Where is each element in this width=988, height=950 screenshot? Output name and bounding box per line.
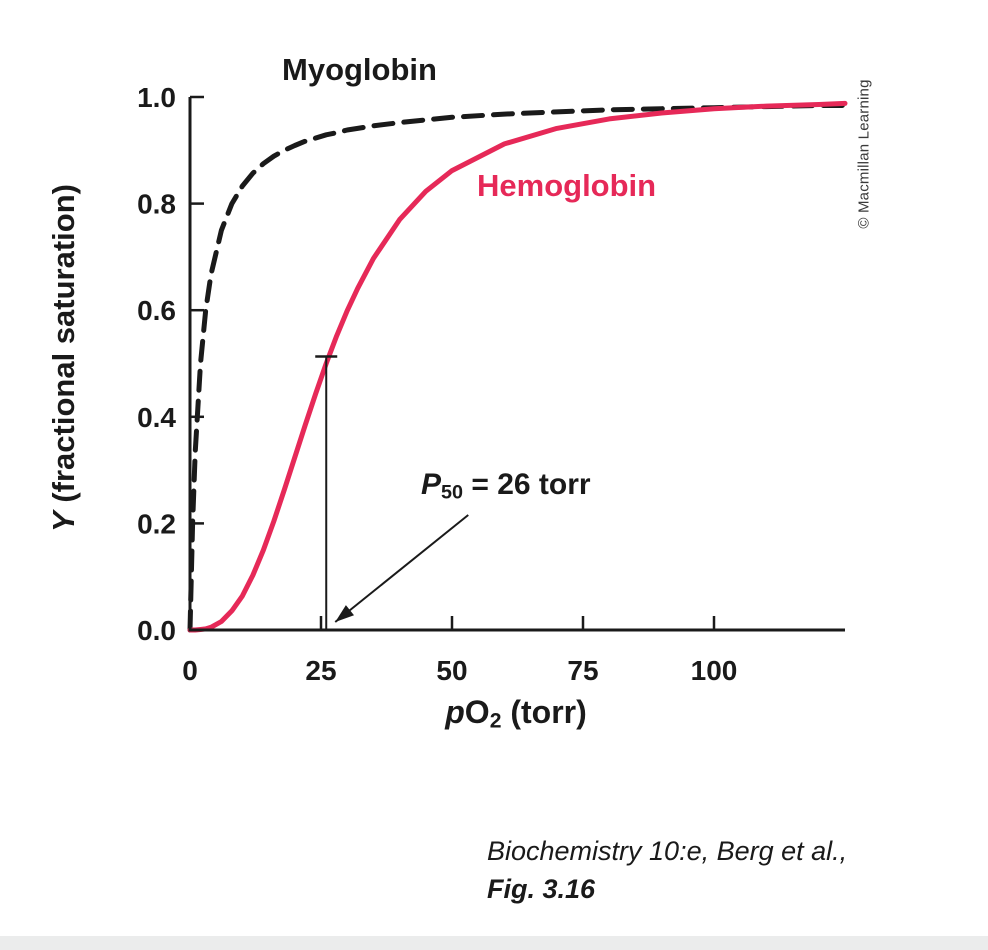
y-tick-label: 0.6 (137, 295, 176, 326)
y-tick-label: 0.0 (137, 615, 176, 646)
annotation-arrowhead (335, 605, 354, 622)
copyright-notice: © Macmillan Learning (855, 79, 873, 229)
x-tick-label: 0 (182, 655, 198, 686)
axes (188, 97, 845, 632)
caption-figure-number: Fig. 3.16 (487, 874, 596, 904)
y-axis-label: Y (fractional saturation) (46, 184, 82, 532)
x-axis-label-symbol: p (445, 694, 465, 730)
y-tick-label: 0.4 (137, 402, 176, 433)
x-axis-label-units: (torr) (501, 694, 587, 730)
caption-source: Biochemistry 10:e, Berg et al., (487, 836, 848, 866)
y-axis-label-text: (fractional saturation) (46, 184, 81, 512)
caption: Biochemistry 10:e, Berg et al., Fig. 3.1… (487, 832, 847, 908)
p50-value: = 26 torr (463, 468, 591, 501)
x-tick-label: 25 (305, 655, 336, 686)
p50-symbol: P (421, 468, 442, 501)
myoglobin-curve-label: Myoglobin (282, 52, 437, 87)
annotation-arrow-line (334, 514, 469, 623)
y-axis-label-symbol: Y (46, 511, 81, 532)
x-axis-label-main: O (464, 694, 490, 730)
hemoglobin-curve (187, 100, 848, 633)
bottom-band (0, 936, 988, 950)
y-tick-label: 0.2 (137, 508, 176, 539)
y-tick-label: 1.0 (137, 82, 176, 113)
x-tick-label: 75 (567, 655, 598, 686)
p50-annotation: P50 = 26 torr (421, 468, 591, 504)
x-axis-label-subscript: 2 (489, 709, 502, 733)
y-tick-label: 0.8 (137, 189, 176, 220)
x-tick-label: 50 (436, 655, 467, 686)
p50-subscript: 50 (441, 481, 464, 504)
hemoglobin-curve-label: Hemoglobin (477, 168, 657, 203)
myoglobin-curve (187, 103, 848, 633)
x-axis-label: pO2 (torr) (445, 694, 587, 734)
x-tick-label: 100 (691, 655, 738, 686)
